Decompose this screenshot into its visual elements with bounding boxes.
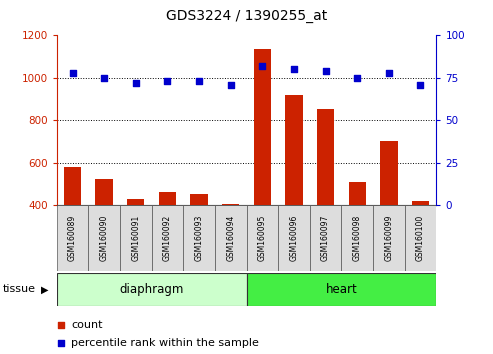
Text: ▶: ▶ [41, 284, 48, 295]
Text: GSM160100: GSM160100 [416, 215, 425, 261]
Point [290, 67, 298, 72]
Text: GSM160095: GSM160095 [258, 215, 267, 261]
Bar [215, 205, 246, 271]
Point [100, 75, 108, 81]
Bar [285, 95, 303, 205]
Point [258, 63, 266, 69]
Point [321, 68, 329, 74]
Point [353, 75, 361, 81]
Bar [127, 199, 144, 205]
Bar [152, 205, 183, 271]
Bar [246, 205, 278, 271]
Point [164, 79, 172, 84]
Bar [120, 205, 152, 271]
Bar [183, 205, 215, 271]
Bar [373, 205, 405, 271]
Text: GDS3224 / 1390255_at: GDS3224 / 1390255_at [166, 9, 327, 23]
Point [57, 322, 65, 328]
Text: heart: heart [325, 283, 357, 296]
Text: tissue: tissue [2, 284, 35, 295]
Bar [341, 205, 373, 271]
Bar [96, 179, 113, 205]
Bar [222, 204, 240, 205]
Point [132, 80, 140, 86]
Bar [190, 194, 208, 205]
Text: count: count [71, 320, 103, 330]
Bar [253, 49, 271, 205]
Text: GSM160097: GSM160097 [321, 215, 330, 261]
Point [227, 82, 235, 87]
Bar [278, 205, 310, 271]
Bar [159, 192, 176, 205]
Text: GSM160098: GSM160098 [352, 215, 362, 261]
Bar [246, 273, 436, 306]
Bar [412, 201, 429, 205]
Bar [310, 205, 341, 271]
Point [57, 340, 65, 346]
Text: percentile rank within the sample: percentile rank within the sample [71, 338, 259, 348]
Bar [349, 182, 366, 205]
Bar [405, 205, 436, 271]
Text: GSM160092: GSM160092 [163, 215, 172, 261]
Point [69, 70, 76, 76]
Point [385, 70, 393, 76]
Text: GSM160089: GSM160089 [68, 215, 77, 261]
Text: GSM160099: GSM160099 [385, 215, 393, 261]
Bar [64, 167, 81, 205]
Bar [380, 141, 397, 205]
Bar [57, 205, 88, 271]
Text: GSM160093: GSM160093 [195, 215, 204, 261]
Text: GSM160091: GSM160091 [131, 215, 141, 261]
Text: GSM160090: GSM160090 [100, 215, 108, 261]
Point [417, 82, 424, 87]
Point [195, 79, 203, 84]
Text: GSM160096: GSM160096 [289, 215, 298, 261]
Bar [88, 205, 120, 271]
Text: diaphragm: diaphragm [119, 283, 184, 296]
Bar [57, 273, 246, 306]
Bar [317, 109, 334, 205]
Text: GSM160094: GSM160094 [226, 215, 235, 261]
